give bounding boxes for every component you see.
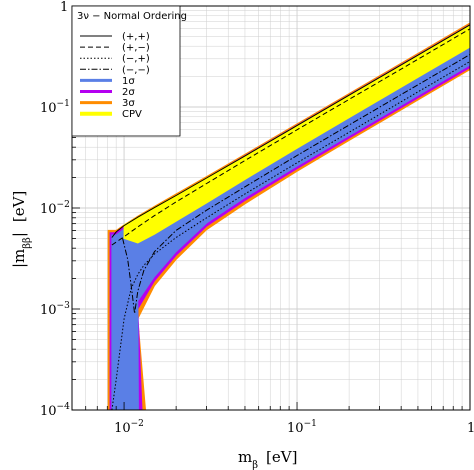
y-tick-label: 10−4 bbox=[40, 402, 70, 419]
ordering-lines bbox=[111, 24, 470, 410]
legend-label: (−,−) bbox=[122, 65, 150, 76]
x-axis-title: mβ [eV] bbox=[238, 448, 297, 470]
legend-label: (+,+) bbox=[122, 32, 150, 43]
legend-label: 2σ bbox=[122, 87, 135, 98]
y-tick-label: 10−1 bbox=[40, 99, 70, 116]
series-line-dotted bbox=[111, 61, 470, 410]
legend-label: 1σ bbox=[122, 76, 135, 87]
y-tick-label: 10−3 bbox=[40, 301, 70, 318]
series-line-dashdot bbox=[122, 54, 470, 314]
y-tick-label: 1 bbox=[60, 0, 68, 15]
x-tick-label: 10−1 bbox=[287, 419, 317, 436]
legend: 3ν − Normal Ordering (+,+)(+,−)(−,+)(−,−… bbox=[71, 5, 187, 137]
x-tick-label: 10−2 bbox=[114, 419, 144, 436]
y-axis-title: |mββ|[eV] bbox=[10, 191, 33, 268]
x-tick-label: 1 bbox=[467, 421, 474, 436]
legend-label: (+,−) bbox=[122, 43, 150, 54]
axis-ticks: 10−2 10−1 1 10−4 10−3 10−2 10−1 1 bbox=[40, 0, 474, 436]
series-line-dashed bbox=[111, 28, 470, 246]
series-line-solid bbox=[111, 24, 470, 238]
legend-label: (−,+) bbox=[122, 54, 150, 65]
legend-label: CPV bbox=[122, 109, 142, 120]
y-tick-label: 10−2 bbox=[40, 200, 70, 217]
legend-label: 3σ bbox=[122, 98, 135, 109]
legend-title: 3ν − Normal Ordering bbox=[77, 11, 187, 22]
